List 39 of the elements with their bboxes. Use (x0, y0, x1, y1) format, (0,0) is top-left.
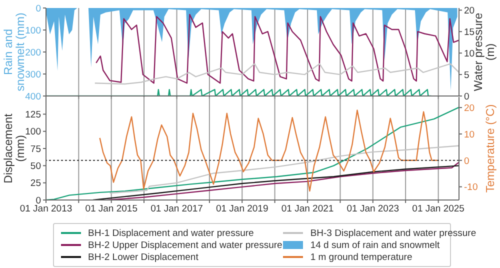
x-tick-label: 01 Jan 2015 (85, 204, 138, 215)
y-tick-label: 100 (25, 126, 41, 138)
y2-tick-label: 20 (464, 102, 475, 114)
y2-axis-title: Water pressure (m) (473, 12, 498, 92)
x-tick-label: 01 Jan 2023 (346, 204, 400, 215)
y-tick-label: 125 (25, 110, 41, 121)
x-tick-label: 01 Jan 2019 (216, 204, 268, 215)
x-tick-label: 01 Jan 2021 (281, 204, 334, 215)
legend-label: BH-3 Displacement and water pressure (310, 228, 476, 238)
y-tick-label: 200 (25, 47, 41, 58)
legend-label: 14 d sum of rain and snowmelt (310, 240, 440, 250)
y-tick-label: 75 (30, 144, 41, 155)
y-tick-label: 25 (30, 178, 41, 190)
y2-tick-label: 10 (464, 48, 475, 60)
y2-tick-label: -10 (464, 182, 478, 194)
line-series (96, 14, 459, 84)
y2-tick-label: 15 (464, 26, 475, 38)
y-tick-label: 100 (25, 25, 41, 36)
y2-tick-label: 0 (464, 91, 470, 102)
y-tick-label: 0 (36, 3, 41, 14)
y-tick-label: 300 (25, 69, 41, 80)
y-tick-label: 400 (25, 91, 41, 102)
y2-tick-label: 20 (464, 6, 475, 17)
y2-tick-label: 5 (464, 70, 470, 81)
legend-label: BH-2 Lower Displacement (88, 252, 198, 262)
legend-label: BH-1 Displacement and water pressure (88, 228, 254, 238)
x-tick-label: 01 Jan 2017 (150, 204, 203, 215)
y2-tick-label: 10 (464, 129, 475, 140)
x-tick-label: 01 Jan 2013 (20, 204, 72, 215)
x-tick-label: 01 Jan 2025 (412, 204, 464, 215)
line-series (94, 63, 459, 85)
legend-label: 1 m ground temperature (310, 252, 412, 262)
line-series (99, 110, 438, 192)
y-tick-label: 50 (30, 161, 41, 172)
y2-axis-title: Temperature (°C) (485, 104, 498, 193)
line-series (109, 145, 459, 194)
legend-label: BH-2 Upper Displacement and water pressure (88, 240, 282, 250)
y-tick-label: 0 (36, 195, 41, 206)
y2-tick-label: 0 (464, 156, 470, 167)
